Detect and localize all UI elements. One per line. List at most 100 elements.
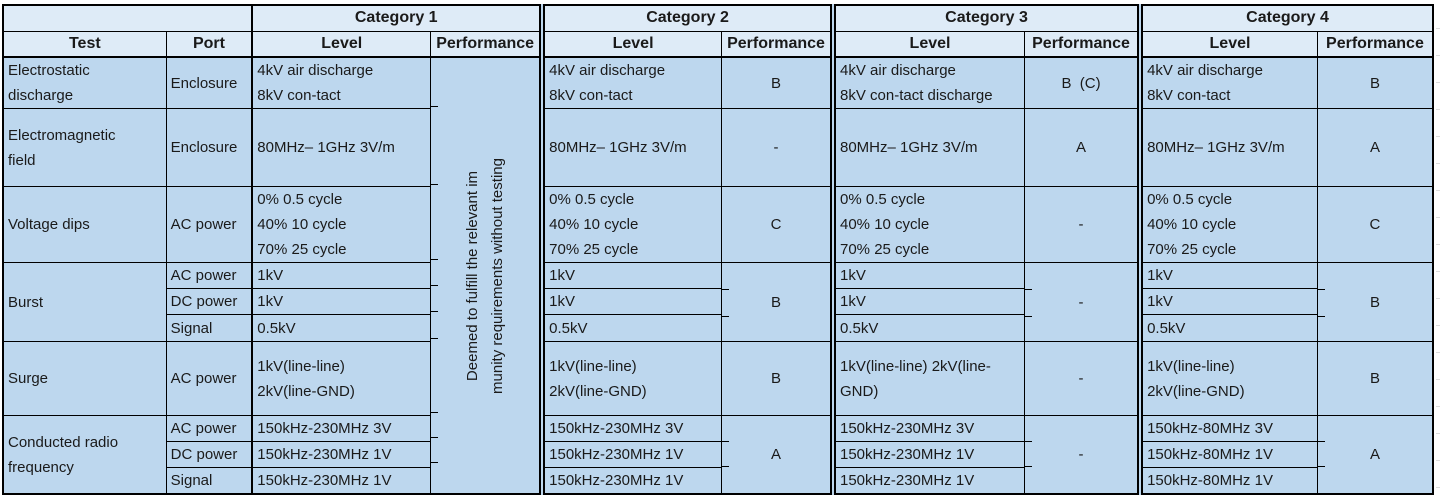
cell-crf-dc-port: DC power: [165, 441, 253, 468]
cell-esd-c4-perf: B: [1316, 56, 1434, 109]
cell-emf-c4-level: 80MHz– 1GHz 3V/m: [1137, 108, 1318, 187]
cell-burst-dc-port: DC power: [165, 288, 253, 315]
row-crf-ac: Conducted radio frequency AC power 150kH…: [2, 415, 1434, 495]
cell-surge-c2-perf: B: [721, 341, 834, 416]
row-burst-signal: Signal 0.5kV 0.5kV 0.5kV 0.5kV: [3, 314, 1433, 342]
cell-burst-dc-c2-level: 1kV: [539, 288, 723, 315]
category-4-header: Category 4: [1137, 4, 1434, 32]
row-voltage-dips: Voltage dips AC power 0% 0.5 cycle 40% 1…: [2, 186, 1434, 263]
cell-emf-test: Electromagnetic field: [2, 108, 167, 187]
cell-esd-c2-perf: B: [721, 56, 834, 109]
cell-crf-sig-c2-level: 150kHz-230MHz 1V: [539, 467, 723, 495]
cell-surge-c4-level: 1kV(line-line) 2kV(line-GND): [1137, 341, 1318, 416]
cell-surge-port: AC power: [165, 341, 253, 416]
row-crf-dc: DC power 150kHz-230MHz 1V 150kHz-230MHz …: [3, 441, 1433, 468]
row-electromagnetic-field: Electromagnetic field Enclosure 80MHz– 1…: [2, 108, 1434, 187]
cell-emf-port: Enclosure: [165, 108, 253, 187]
cell-burst-sig-c4-level: 0.5kV: [1137, 314, 1318, 342]
cell-dips-c3-perf: -: [1024, 186, 1141, 263]
cell-emf-c3-level: 80MHz– 1GHz 3V/m: [830, 108, 1026, 187]
cell-burst-c3-perf: -: [1024, 262, 1141, 342]
cell-emf-c3-perf: A: [1024, 108, 1141, 187]
cell-esd-port: Enclosure: [165, 56, 253, 109]
cell-crf-sig-port: Signal: [165, 467, 253, 495]
cell-surge-c3-level: 1kV(line-line) 2kV(line- GND): [830, 341, 1026, 416]
cell-esd-test: Electrostatic discharge: [2, 56, 167, 109]
row-electrostatic-discharge: Electrostatic discharge Enclosure 4kV ai…: [2, 56, 1434, 495]
cell-crf-c3-perf: -: [1024, 415, 1141, 495]
cell-dips-c2-level: 0% 0.5 cycle 40% 10 cycle 70% 25 cycle: [539, 186, 723, 263]
cat4-level-header: Level: [1137, 30, 1318, 58]
cell-dips-c3-level: 0% 0.5 cycle 40% 10 cycle 70% 25 cycle: [830, 186, 1026, 263]
cell-burst-ac-c2-level: 1kV: [539, 262, 723, 289]
cell-crf-sig-c1-level: 150kHz-230MHz 1V: [251, 467, 432, 495]
cell-dips-c4-perf: C: [1316, 186, 1434, 263]
column-header-row: Test Port Level Performance Level Perfor…: [2, 30, 1434, 58]
cell-esd-c3-perf: B (C): [1024, 56, 1141, 109]
cell-surge-c4-perf: B: [1316, 341, 1434, 416]
cell-esd-c1-level: 4kV air discharge 8kV con-tact: [251, 56, 432, 109]
cat2-performance-header: Performance: [721, 30, 834, 58]
cell-burst-sig-port: Signal: [165, 314, 253, 342]
category-3-header: Category 3: [829, 4, 1141, 32]
cell-burst-test: Burst: [2, 262, 167, 342]
row-crf-signal: Signal 150kHz-230MHz 1V 150kHz-230MHz 1V…: [3, 467, 1433, 495]
cell-emf-c2-perf: -: [721, 108, 834, 187]
cell-burst-c2-perf: B: [721, 262, 834, 342]
cell-crf-sig-c3-level: 150kHz-230MHz 1V: [830, 467, 1026, 495]
cell-surge-test: Surge: [2, 341, 167, 416]
cell-surge-c1-level: 1kV(line-line) 2kV(line-GND): [251, 341, 432, 416]
cell-crf-c2-perf: A: [721, 415, 834, 495]
sheet-gridlines-right: [1436, 2, 1440, 489]
row-burst-ac: Burst AC power 1kV 1kV B 1kV - 1kV B: [2, 262, 1434, 342]
cell-dips-test: Voltage dips: [2, 186, 167, 263]
cell-burst-c4-perf: B: [1316, 262, 1434, 342]
cell-crf-ac-c3-level: 150kHz-230MHz 3V: [830, 415, 1026, 442]
cell-crf-ac-c4-level: 150kHz-80MHz 3V: [1137, 415, 1318, 442]
cell-burst-sig-c1-level: 0.5kV: [251, 314, 432, 342]
cell-surge-c2-level: 1kV(line-line) 2kV(line-GND): [539, 341, 723, 416]
cell-crf-ac-c1-level: 150kHz-230MHz 3V: [251, 415, 432, 442]
cat3-performance-header: Performance: [1024, 30, 1141, 58]
cell-crf-sig-c4-level: 150kHz-80MHz 1V: [1137, 467, 1318, 495]
category-1-header: Category 1: [251, 4, 543, 32]
cat1-performance-note-cell: Deemed to fulfill the relevant im munity…: [430, 56, 543, 495]
cell-emf-c4-perf: A: [1316, 108, 1434, 187]
emc-test-table: Category 1 Category 2 Category 3 Categor…: [2, 4, 1434, 495]
cell-crf-ac-port: AC power: [165, 415, 253, 442]
cell-burst-sig-c2-level: 0.5kV: [539, 314, 723, 342]
rotated-note-text: Deemed to fulfill the relevant im munity…: [464, 157, 507, 394]
cell-emf-c2-level: 80MHz– 1GHz 3V/m: [539, 108, 723, 187]
row-surge: Surge AC power 1kV(line-line) 2kV(line-G…: [2, 341, 1434, 416]
cell-burst-sig-c3-level: 0.5kV: [830, 314, 1026, 342]
cell-dips-c4-level: 0% 0.5 cycle 40% 10 cycle 70% 25 cycle: [1137, 186, 1318, 263]
cell-crf-dc-c4-level: 150kHz-80MHz 1V: [1137, 441, 1318, 468]
cell-crf-c4-perf: A: [1316, 415, 1434, 495]
cell-emf-c1-level: 80MHz– 1GHz 3V/m: [251, 108, 432, 187]
cell-burst-ac-port: AC power: [165, 262, 253, 289]
cell-burst-dc-c4-level: 1kV: [1137, 288, 1318, 315]
cell-crf-dc-c2-level: 150kHz-230MHz 1V: [539, 441, 723, 468]
cell-crf-test: Conducted radio frequency: [2, 415, 167, 495]
cat1-performance-header: Performance: [430, 30, 543, 58]
port-column-header: Port: [165, 30, 253, 58]
cell-surge-c3-perf: -: [1024, 341, 1141, 416]
cat4-performance-header: Performance: [1316, 30, 1434, 58]
cat3-level-header: Level: [830, 30, 1026, 58]
cell-esd-c2-level: 4kV air discharge 8kV con-tact: [539, 56, 723, 109]
corner-cell: [2, 4, 253, 32]
cell-crf-dc-c3-level: 150kHz-230MHz 1V: [830, 441, 1026, 468]
cell-dips-port: AC power: [165, 186, 253, 263]
cell-dips-c1-level: 0% 0.5 cycle 40% 10 cycle 70% 25 cycle: [251, 186, 432, 263]
cat1-level-header: Level: [251, 30, 432, 58]
cell-crf-ac-c2-level: 150kHz-230MHz 3V: [539, 415, 723, 442]
test-column-header: Test: [2, 30, 167, 58]
cell-burst-dc-c1-level: 1kV: [251, 288, 432, 315]
category-2-header: Category 2: [539, 4, 834, 32]
cell-burst-ac-c3-level: 1kV: [830, 262, 1026, 289]
category-header-row: Category 1 Category 2 Category 3 Categor…: [2, 4, 1434, 32]
cell-burst-ac-c1-level: 1kV: [251, 262, 432, 289]
cell-dips-c2-perf: C: [721, 186, 834, 263]
cell-esd-c4-level: 4kV air discharge 8kV con-tact: [1137, 56, 1318, 109]
cell-esd-c3-level: 4kV air discharge 8kV con-tact discharge: [830, 56, 1026, 109]
